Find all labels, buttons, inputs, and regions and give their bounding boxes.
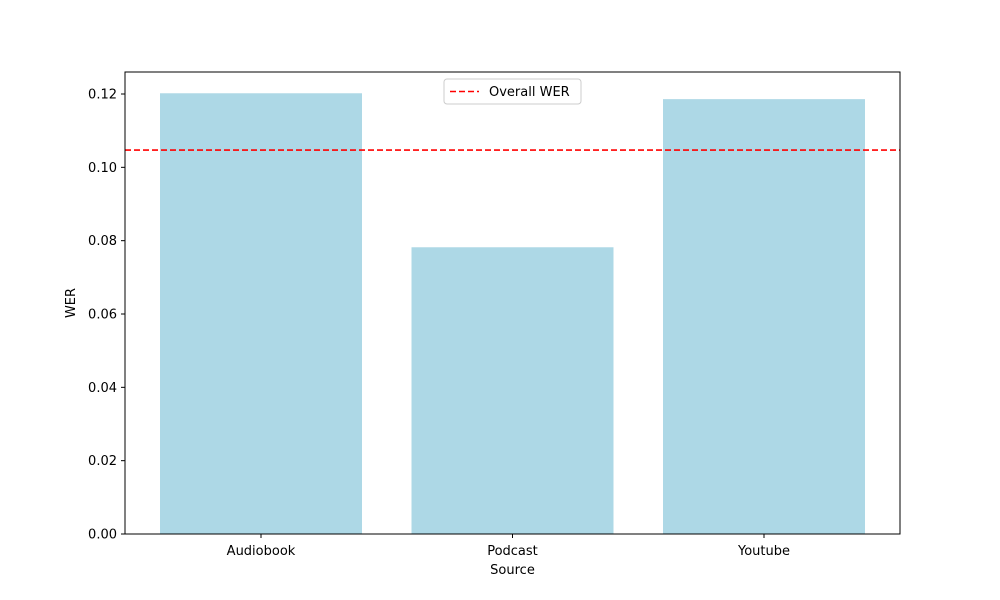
y-tick-label: 0.06 [88,308,117,323]
y-tick-label: 0.12 [88,88,117,103]
x-axis: Audiobook Podcast Youtube [227,534,790,559]
y-axis: 0.00 0.02 0.04 0.06 0.08 0.10 0.12 [88,88,125,543]
bar-podcast [411,247,614,534]
y-tick-label: 0.10 [88,161,117,176]
bar-audiobook [160,93,362,535]
x-axis-label: Source [490,563,535,578]
x-tick-label-podcast: Podcast [487,544,538,559]
legend-box [443,78,582,105]
bar-youtube [663,99,865,534]
x-tick-label-audiobook: Audiobook [227,544,296,559]
y-tick-label: 0.08 [88,234,117,249]
x-tick-label-youtube: Youtube [737,544,790,559]
bars-group [160,93,865,535]
y-tick-label: 0.04 [88,381,117,396]
legend-label-overall-wer: Overall WER [489,85,570,100]
y-axis-label: WER [64,288,79,318]
legend: Overall WER [443,78,582,105]
y-tick-label: 0.02 [88,454,117,469]
y-tick-label: 0.00 [88,528,117,543]
